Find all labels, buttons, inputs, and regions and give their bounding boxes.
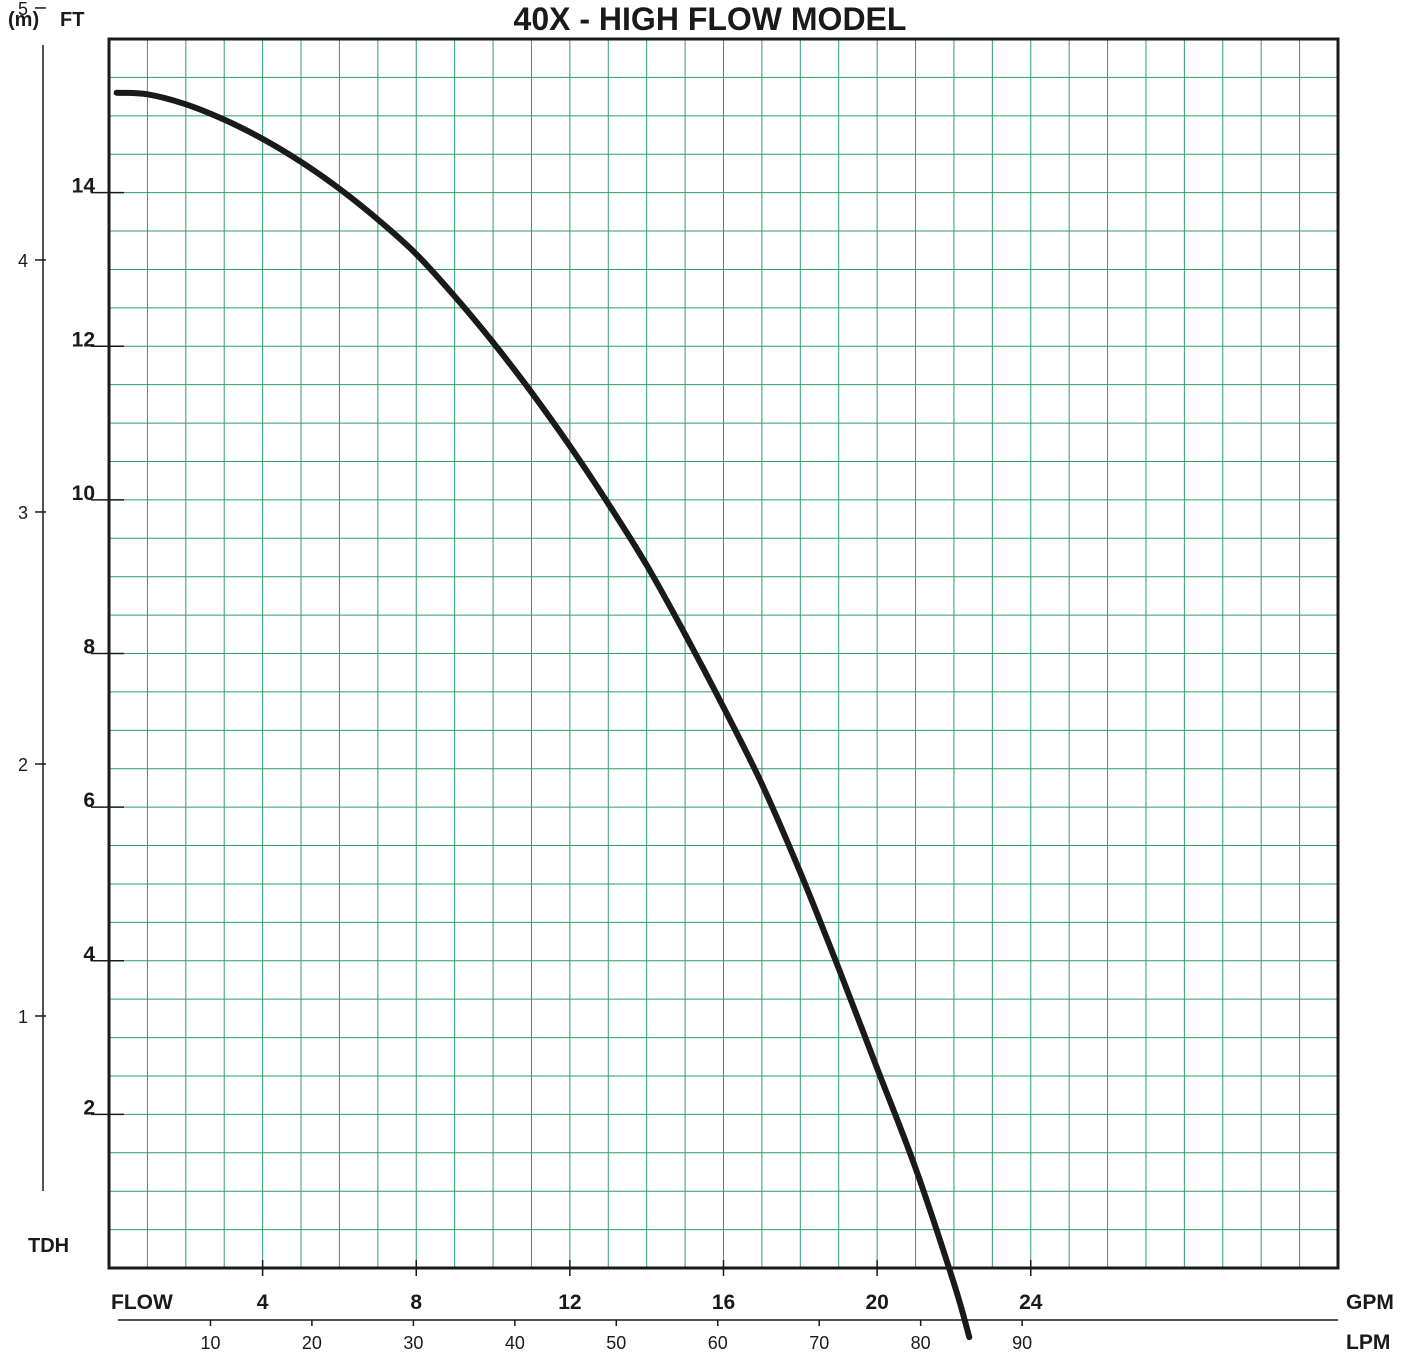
m-tick-label: 1 — [18, 1007, 28, 1027]
m-tick-label: 3 — [18, 503, 28, 523]
y-unit-ft-label: FT — [60, 9, 84, 31]
m-tick-label: 5 — [18, 0, 28, 19]
lpm-tick-label: 70 — [809, 1333, 829, 1353]
ft-tick-label: 12 — [72, 328, 95, 351]
lpm-tick-label: 50 — [606, 1333, 626, 1353]
head-flow-curve — [113, 89, 973, 1341]
chart-title: 40X - HIGH FLOW MODEL — [514, 1, 907, 37]
ft-tick-label: 10 — [72, 482, 95, 505]
axis-ticks — [35, 7, 1032, 1326]
y-unit-m-label: (m) — [8, 9, 39, 31]
m-tick-label: 4 — [18, 251, 28, 271]
lpm-tick-label: 40 — [505, 1333, 525, 1353]
lpm-tick-label: 90 — [1012, 1333, 1032, 1353]
m-tick-label: 2 — [18, 755, 28, 775]
gpm-tick-label: 20 — [865, 1291, 888, 1314]
ft-tick-label: 4 — [83, 943, 95, 966]
gpm-tick-label: 16 — [712, 1291, 735, 1314]
ft-tick-label: 6 — [83, 789, 95, 812]
gpm-tick-label: 12 — [558, 1291, 581, 1314]
x-unit-gpm-label: GPM — [1346, 1291, 1394, 1314]
lpm-tick-label: 30 — [403, 1333, 423, 1353]
lpm-tick-label: 20 — [302, 1333, 322, 1353]
ft-tick-label: 14 — [72, 175, 96, 198]
y-axis-title-tdh: TDH — [28, 1235, 69, 1257]
lpm-tick-label: 10 — [200, 1333, 220, 1353]
tick-labels: 2468101214123456481216202410203040506070… — [18, 0, 1043, 1353]
ft-tick-label: 8 — [83, 636, 95, 659]
lpm-tick-label: 80 — [911, 1333, 931, 1353]
gpm-tick-label: 4 — [257, 1291, 269, 1314]
plot-grid — [109, 39, 1338, 1268]
ft-tick-label: 2 — [83, 1096, 95, 1119]
x-unit-lpm-label: LPM — [1346, 1331, 1390, 1354]
lpm-tick-label: 60 — [708, 1333, 728, 1353]
gpm-tick-label: 24 — [1019, 1291, 1043, 1314]
gpm-tick-label: 8 — [410, 1291, 422, 1314]
x-axis-title-flow: FLOW — [111, 1291, 173, 1314]
